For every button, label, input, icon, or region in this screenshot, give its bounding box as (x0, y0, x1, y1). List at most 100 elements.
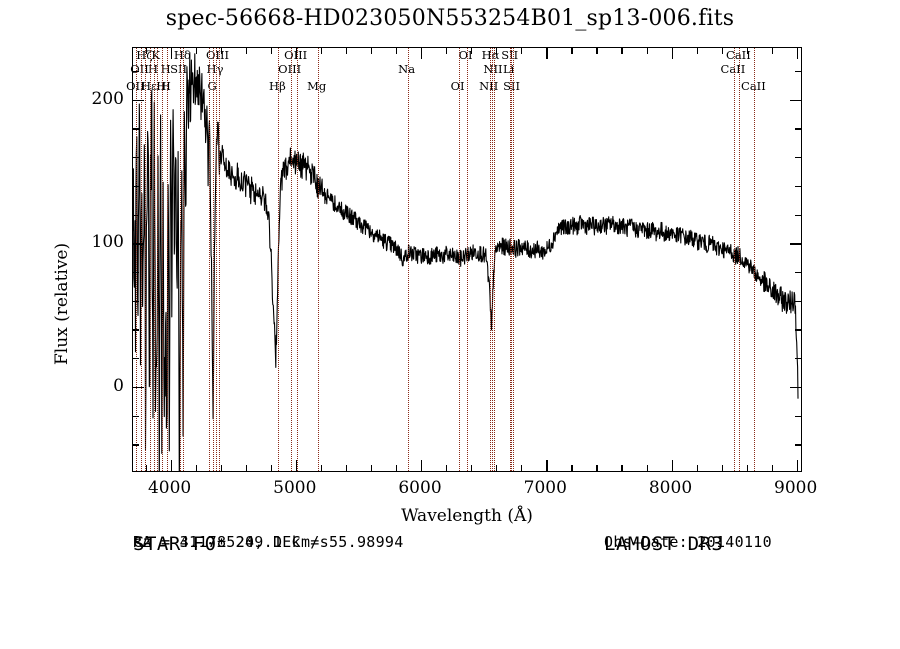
line-marker-OII-1 (140, 48, 142, 471)
y-tick-60 (133, 300, 139, 302)
y-tick-right-0 (790, 386, 801, 389)
line-label-OIII-16: OIII (278, 62, 302, 76)
y-tick-right-160 (795, 157, 801, 159)
y-tick-80 (133, 272, 139, 274)
y-tick-label-200: 200 (91, 88, 124, 109)
line-label-H-4: H (147, 62, 159, 76)
x-tick-4600 (245, 465, 247, 471)
line-label-G-12: G (207, 79, 217, 93)
x-tick-3800 (145, 465, 147, 471)
x-tick-5600 (370, 465, 373, 471)
line-marker-H-6 (162, 48, 164, 471)
survey-name: LAMOST DR3 (604, 533, 724, 555)
x-tick-label-5000: 5000 (273, 478, 317, 498)
line-marker-NII-22 (489, 48, 491, 471)
x-tick-4000 (170, 460, 172, 471)
line-label-H-2: Hζ (136, 48, 153, 62)
x-tick-9000 (796, 460, 798, 471)
y-tick-label-0: 0 (113, 375, 124, 396)
line-marker-H-10 (183, 48, 185, 471)
x-tick-top-8400 (721, 48, 723, 54)
line-label-CaII-30: CaII (741, 79, 766, 93)
line-label-Li-25: Li (503, 62, 515, 76)
y-tick--20 (133, 415, 139, 417)
x-tick-6200 (446, 465, 448, 471)
x-tick-top-8600 (746, 48, 748, 54)
x-tick-5000 (295, 460, 298, 471)
line-marker-Na-19 (407, 48, 409, 471)
line-marker-H-13 (216, 48, 217, 471)
x-tick-label-4000: 4000 (147, 478, 192, 498)
x-tick-top-4800 (270, 48, 273, 54)
y-tick-right-140 (795, 185, 801, 188)
line-marker-SII-27 (512, 48, 514, 471)
x-tick-6400 (471, 465, 473, 471)
line-marker-H-3 (150, 48, 151, 471)
x-tick-6800 (521, 465, 523, 471)
x-tick-top-6200 (446, 48, 448, 54)
x-tick-7400 (596, 465, 598, 471)
y-tick-label-100: 100 (91, 232, 124, 253)
line-marker-SII-26 (510, 48, 512, 471)
x-tick-top-8200 (696, 48, 698, 54)
y-tick-right-80 (795, 272, 801, 274)
line-label-Na-19: Na (398, 62, 416, 76)
line-label-H-6: H (156, 79, 167, 93)
x-tick-top-6400 (471, 48, 473, 54)
line-marker-H-15 (278, 48, 280, 471)
line-label-H-3: Hε (141, 79, 157, 93)
line-label-NII-22: NII (479, 79, 499, 93)
line-marker-CaII-29 (739, 48, 741, 471)
x-tick-7000 (546, 460, 548, 471)
x-tick-top-4200 (195, 48, 197, 54)
y-tick-right--40 (795, 444, 801, 446)
x-tick-5200 (320, 465, 323, 471)
line-marker-G-12 (213, 48, 215, 471)
x-axis-title: Wavelength (Å) (401, 506, 533, 526)
line-label-OII-1: OII (130, 62, 149, 76)
line-label-Mg-18: Mg (307, 79, 327, 93)
y-tick-220 (133, 71, 139, 73)
x-tick-4200 (195, 465, 197, 471)
y-tick-right-220 (795, 71, 801, 73)
y-tick-right-120 (795, 214, 801, 216)
x-tick-label-8000: 8000 (648, 478, 693, 498)
line-marker-H-4 (154, 48, 155, 471)
x-tick-8000 (671, 460, 673, 471)
x-tick-label-6000: 6000 (398, 478, 442, 498)
y-tick-140 (133, 185, 139, 188)
x-tick-label-9000: 9000 (774, 478, 818, 498)
x-tick-top-5800 (396, 48, 398, 54)
y-tick-right-20 (795, 358, 801, 360)
page-title: spec-56668-HD023050N553254B01_sp13-006.f… (165, 6, 735, 31)
y-tick-100 (133, 243, 144, 245)
line-marker-OIII-17 (296, 48, 298, 471)
x-tick-top-5600 (370, 48, 373, 54)
line-label-H-8: H (160, 79, 171, 93)
x-tick-top-4400 (220, 48, 222, 54)
x-tick-top-6600 (496, 48, 498, 54)
x-tick-6000 (421, 460, 423, 471)
x-tick-label-7000: 7000 (523, 478, 567, 498)
line-marker-H-8 (166, 48, 168, 471)
line-marker-OIII-16 (290, 48, 292, 471)
line-marker-CaII-28 (733, 48, 735, 471)
line-marker-Li-25 (509, 48, 511, 471)
y-tick-20 (133, 358, 139, 360)
line-label-SII-9: SII (170, 62, 188, 76)
y-tick-right--20 (795, 415, 801, 417)
y-tick-200 (133, 99, 144, 101)
x-tick-7600 (621, 465, 623, 471)
line-marker-OI-20 (458, 48, 460, 471)
x-tick-top-7400 (596, 48, 598, 54)
object-class: STAR F0 (133, 533, 217, 555)
y-tick-right-180 (795, 128, 801, 130)
x-tick-7800 (646, 465, 648, 471)
x-tick-4400 (220, 465, 222, 471)
x-tick-5800 (396, 465, 398, 471)
x-tick-top-5000 (295, 48, 298, 59)
y-tick-0 (133, 386, 144, 389)
line-marker-H-2 (145, 48, 147, 471)
y-tick-160 (133, 157, 139, 159)
